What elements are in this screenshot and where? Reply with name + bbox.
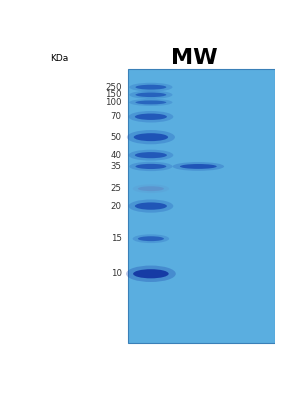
Ellipse shape — [129, 162, 173, 171]
Ellipse shape — [135, 202, 167, 210]
Ellipse shape — [173, 162, 224, 171]
Ellipse shape — [136, 85, 166, 89]
Ellipse shape — [138, 236, 164, 241]
Text: 100: 100 — [105, 98, 122, 107]
Text: 40: 40 — [111, 150, 122, 160]
Text: 20: 20 — [111, 202, 122, 211]
Ellipse shape — [133, 269, 169, 278]
Text: 35: 35 — [111, 162, 122, 171]
Text: 150: 150 — [105, 90, 122, 99]
Ellipse shape — [127, 130, 175, 144]
FancyBboxPatch shape — [129, 69, 275, 343]
Ellipse shape — [132, 234, 169, 243]
Ellipse shape — [129, 111, 173, 122]
Ellipse shape — [134, 133, 168, 141]
Ellipse shape — [126, 266, 176, 282]
Text: 50: 50 — [111, 133, 122, 142]
Text: 15: 15 — [111, 234, 122, 243]
Ellipse shape — [136, 101, 166, 105]
Ellipse shape — [136, 164, 166, 169]
Text: 250: 250 — [105, 83, 122, 91]
Text: KDa: KDa — [50, 54, 68, 63]
Text: 25: 25 — [111, 184, 122, 193]
Ellipse shape — [132, 184, 169, 193]
Ellipse shape — [129, 200, 173, 213]
Ellipse shape — [129, 91, 173, 99]
Ellipse shape — [129, 99, 173, 106]
Ellipse shape — [129, 83, 173, 91]
Text: MW: MW — [171, 48, 218, 68]
Ellipse shape — [135, 114, 167, 120]
Ellipse shape — [136, 93, 166, 97]
Ellipse shape — [138, 186, 164, 191]
Ellipse shape — [135, 152, 167, 158]
Ellipse shape — [180, 164, 217, 169]
Ellipse shape — [129, 150, 173, 161]
Text: 10: 10 — [111, 269, 122, 278]
Text: 70: 70 — [111, 112, 122, 121]
